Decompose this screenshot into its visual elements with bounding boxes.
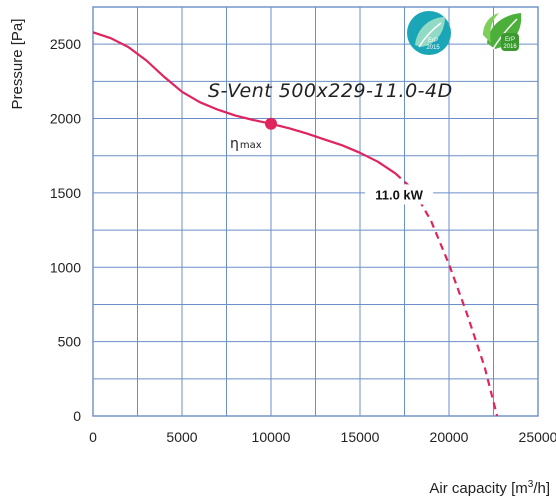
power-label: 11.0 kW: [365, 184, 434, 205]
y-tick-label: 1500: [50, 185, 81, 201]
eta-max-point: [265, 117, 277, 130]
fan-curve-dashed: [394, 172, 499, 417]
eta-subscript: max: [240, 140, 262, 151]
erp-2016-badge: ErP 2016: [483, 13, 522, 51]
x-axis-label-superscript: 3: [528, 479, 534, 490]
x-tick-label: 5000: [166, 429, 197, 445]
y-tick-label: 1000: [50, 259, 81, 275]
model-label: S-Vent 500x229-11.0-4D: [208, 80, 453, 102]
x-tick-label: 25000: [519, 429, 556, 445]
x-tick-label: 20000: [430, 429, 469, 445]
x-axis-label-base: Air capacity [m: [429, 480, 527, 497]
erp-2016-year: 2016: [503, 44, 517, 50]
x-tick-label: 10000: [252, 429, 291, 445]
y-tick-label: 2000: [50, 111, 81, 127]
eta-symbol: η: [230, 136, 239, 152]
erp-2015-year: 2015: [426, 45, 440, 51]
y-tick-labels: 0 500 1000 1500 2000 2500: [50, 36, 81, 424]
erp-2016-text: ErP: [505, 37, 515, 43]
x-tick-label: 0: [89, 429, 97, 445]
y-tick-label: 0: [73, 408, 81, 424]
erp-2015-text: ErP: [428, 38, 438, 44]
grid: [92, 6, 539, 417]
power-label-background: [365, 184, 434, 205]
eta-max-text: ηmax: [230, 136, 262, 152]
y-axis-label: Pressure [Pa]: [9, 19, 26, 110]
x-tick-label: 15000: [341, 429, 380, 445]
x-axis-label: Air capacity [m3/h]: [429, 479, 550, 497]
fan-curve-solid: [92, 31, 397, 175]
eta-max-label: ηmax: [230, 136, 262, 152]
x-axis-label-tail: /h]: [533, 480, 550, 497]
erp-2015-badge: ErP 2015: [407, 11, 451, 55]
y-tick-label: 2500: [50, 36, 81, 52]
y-tick-label: 500: [58, 334, 82, 350]
erp-2016-leaf-icon: [487, 13, 522, 49]
power-label-text: 11.0 kW: [375, 187, 423, 202]
plot-frame: [92, 6, 539, 417]
x-tick-labels: 0 5000 10000 15000 20000 25000: [89, 429, 556, 445]
